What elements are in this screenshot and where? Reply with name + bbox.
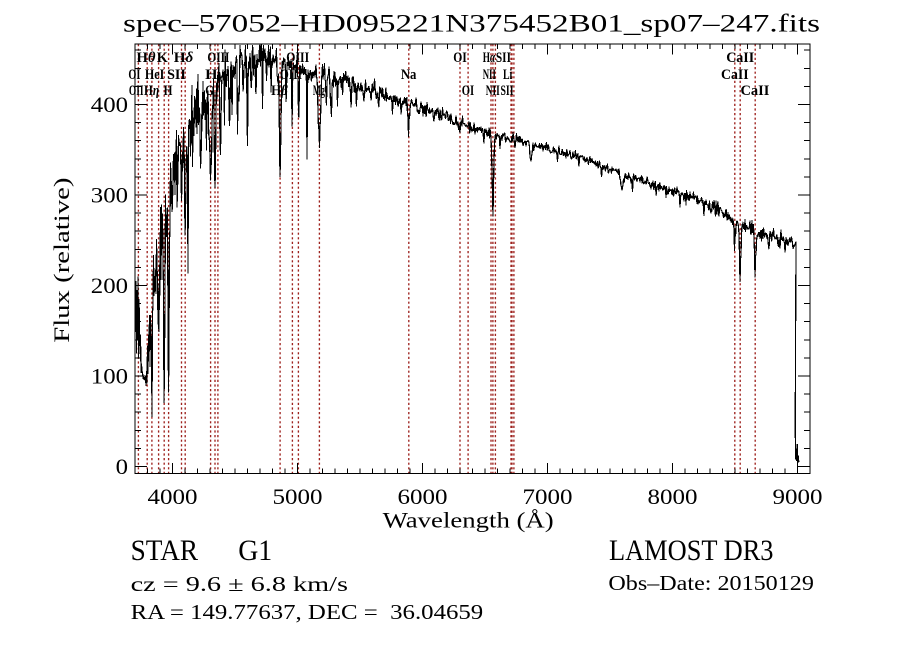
svg-text:Hα: Hα [483,50,496,66]
svg-text:Hβ: Hβ [271,83,288,99]
svg-text:Li: Li [503,67,512,83]
svg-text:LAMOST DR3: LAMOST DR3 [609,535,774,567]
svg-text:OI: OI [462,83,475,99]
svg-text:CaII: CaII [726,50,754,66]
svg-text:NII: NII [486,83,500,99]
svg-text:RA = 149.77637, DEC = 36.0465: RA = 149.77637, DEC = 36.04659 [131,600,484,624]
svg-text:H: H [164,83,173,99]
svg-text:0: 0 [116,454,128,479]
svg-text:CaII: CaII [741,83,770,99]
svg-text:100: 100 [91,364,128,389]
svg-text:Wavelength (Å): Wavelength (Å) [383,508,554,533]
svg-text:OIII: OIII [207,50,229,66]
svg-text:Hη: Hη [144,83,159,99]
svg-text:cz = 9.6 ± 6.8 km/s: cz = 9.6 ± 6.8 km/s [131,572,348,596]
svg-text:OII: OII [129,83,144,99]
svg-text:9000: 9000 [773,484,823,509]
svg-text:G1: G1 [238,535,272,567]
svg-text:K: K [157,50,169,66]
svg-text:spec–57052–HD095221N375452B01_: spec–57052–HD095221N375452B01_sp07–247.f… [123,11,820,38]
svg-text:5000: 5000 [273,484,323,509]
svg-text:6000: 6000 [398,484,448,509]
svg-text:300: 300 [91,183,128,208]
svg-text:SII: SII [501,83,514,99]
svg-text:Hδ: Hδ [174,50,194,66]
svg-text:OI: OI [453,50,467,66]
svg-text:Mg: Mg [313,83,325,99]
svg-text:STAR: STAR [131,535,199,567]
svg-text:400: 400 [91,92,128,117]
svg-text:200: 200 [91,273,128,298]
svg-text:Hγ: Hγ [205,67,225,83]
svg-text:OI: OI [128,67,140,83]
svg-text:8000: 8000 [648,484,698,509]
svg-text:Flux (relative): Flux (relative) [49,177,74,342]
svg-text:G: G [205,83,214,99]
svg-text:SII: SII [167,67,186,83]
svg-text:4000: 4000 [148,484,198,509]
svg-text:Na: Na [401,67,417,83]
svg-text:NII: NII [483,67,496,83]
svg-text:7000: 7000 [523,484,573,509]
svg-text:OIII: OIII [286,50,309,66]
svg-text:OIII: OIII [280,67,302,83]
svg-text:CaII: CaII [721,67,749,83]
svg-text:Hθ: Hθ [137,50,156,66]
svg-text:SII: SII [496,50,511,66]
svg-text:HeI: HeI [145,67,165,83]
svg-text:Obs–Date: 20150129: Obs–Date: 20150129 [608,571,814,595]
